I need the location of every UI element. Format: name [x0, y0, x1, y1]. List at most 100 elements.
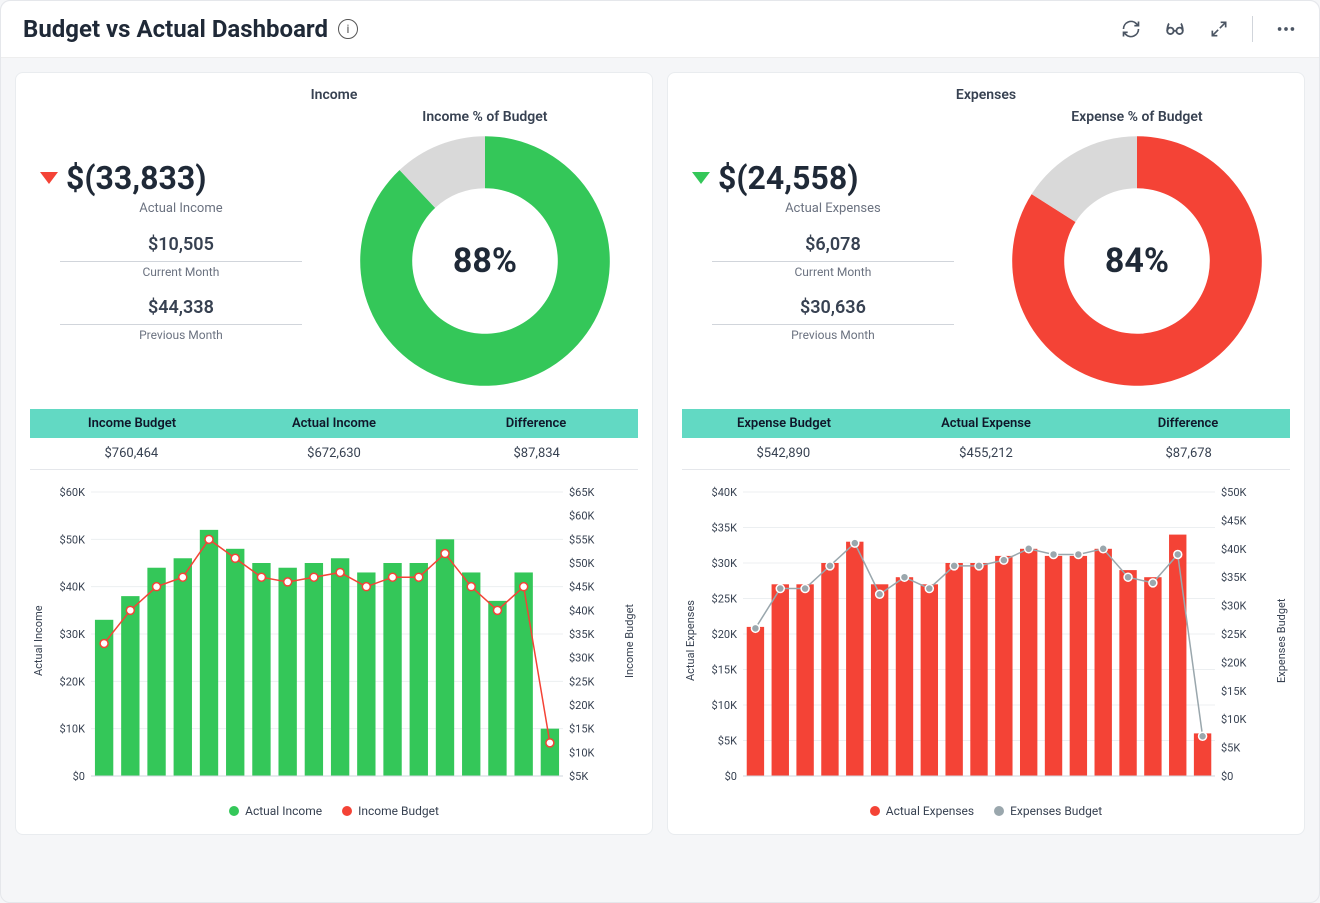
- caret-down-icon: [692, 172, 710, 184]
- svg-text:$15K: $15K: [1221, 685, 1247, 698]
- divider: [712, 324, 954, 325]
- expenses-delta-value: $(24,558): [718, 159, 858, 197]
- svg-text:$30K: $30K: [60, 628, 86, 641]
- caret-down-icon: [40, 172, 58, 184]
- expenses-donut-title: Expense % of Budget: [1071, 109, 1202, 125]
- svg-text:$25K: $25K: [569, 675, 595, 688]
- svg-text:$20K: $20K: [60, 675, 86, 688]
- svg-text:$35K: $35K: [1221, 571, 1247, 584]
- income-donut-chart: 88%: [355, 131, 615, 391]
- svg-text:$10K: $10K: [60, 723, 86, 736]
- income-legend: Actual Income Income Budget: [30, 804, 638, 818]
- table-header: Actual Income: [233, 410, 435, 437]
- table-header: Difference: [435, 410, 637, 437]
- legend-line-label: Expenses Budget: [1010, 804, 1102, 818]
- page-title: Budget vs Actual Dashboard: [23, 15, 328, 43]
- svg-text:$45K: $45K: [569, 581, 595, 594]
- income-panel: Income $(33,833) Actual Income $10,505 C…: [15, 72, 653, 835]
- divider: [712, 261, 954, 262]
- table-cell: $455,212: [885, 438, 1088, 469]
- refresh-icon[interactable]: [1120, 18, 1142, 40]
- svg-text:$5K: $5K: [569, 770, 588, 783]
- svg-text:$40K: $40K: [60, 581, 86, 594]
- more-icon[interactable]: [1275, 18, 1297, 40]
- income-prev-value: $44,338: [40, 297, 322, 318]
- income-left-axis-label: Actual Income: [30, 484, 47, 798]
- expand-icon[interactable]: [1208, 18, 1230, 40]
- svg-text:$60K: $60K: [569, 510, 595, 523]
- expenses-legend: Actual Expenses Expenses Budget: [682, 804, 1290, 818]
- expenses-delta-label: Actual Expenses: [692, 201, 974, 216]
- legend-bar-label: Actual Income: [245, 804, 322, 818]
- expenses-right-axis-label: Expenses Budget: [1273, 484, 1290, 798]
- table-header: Income Budget: [31, 410, 233, 437]
- svg-text:$30K: $30K: [569, 652, 595, 665]
- svg-text:$5K: $5K: [1221, 742, 1240, 755]
- income-donut-percent: 88%: [355, 131, 615, 391]
- expenses-chart: Actual Expenses $0 $5K $10K $15K $20K $25K $30…: [682, 484, 1290, 798]
- topbar-actions: [1120, 16, 1297, 42]
- table-header: Actual Expense: [885, 410, 1087, 437]
- svg-text:$30K: $30K: [1221, 600, 1247, 613]
- svg-text:$40K: $40K: [1221, 543, 1247, 556]
- svg-text:$65K: $65K: [569, 486, 595, 499]
- expenses-prev-value: $30,636: [692, 297, 974, 318]
- svg-text:$50K: $50K: [60, 533, 86, 546]
- svg-text:$25K: $25K: [712, 593, 738, 606]
- topbar: Budget vs Actual Dashboard i: [1, 1, 1319, 58]
- expenses-left-axis-label: Actual Expenses: [682, 484, 699, 798]
- income-current-value: $10,505: [40, 234, 322, 255]
- income-right-axis-label: Income Budget: [621, 484, 638, 798]
- income-delta-value: $(33,833): [66, 159, 206, 197]
- income-prev-label: Previous Month: [40, 328, 322, 342]
- svg-text:$10K: $10K: [1221, 713, 1247, 726]
- svg-text:$0: $0: [725, 770, 737, 783]
- svg-text:$15K: $15K: [569, 723, 595, 736]
- svg-text:$5K: $5K: [718, 735, 737, 748]
- table-cell: $87,834: [435, 438, 638, 469]
- income-summary-table: Income Budget Actual Income Difference $…: [30, 409, 638, 470]
- svg-text:$0: $0: [1221, 770, 1233, 783]
- svg-text:$10K: $10K: [569, 746, 595, 759]
- svg-text:$20K: $20K: [1221, 656, 1247, 669]
- svg-text:$30K: $30K: [712, 557, 738, 570]
- svg-text:$35K: $35K: [712, 522, 738, 535]
- income-panel-title: Income: [30, 87, 638, 103]
- income-donut-title: Income % of Budget: [422, 109, 547, 125]
- divider: [60, 261, 302, 262]
- expenses-prev-label: Previous Month: [692, 328, 974, 342]
- svg-text:$50K: $50K: [569, 557, 595, 570]
- expenses-donut-chart: 84%: [1007, 131, 1267, 391]
- dashboard-grid: Income $(33,833) Actual Income $10,505 C…: [1, 58, 1319, 849]
- expenses-panel-title: Expenses: [682, 87, 1290, 103]
- svg-text:$40K: $40K: [712, 486, 738, 499]
- svg-text:$25K: $25K: [1221, 628, 1247, 641]
- svg-text:$50K: $50K: [1221, 486, 1247, 499]
- glasses-icon[interactable]: [1164, 18, 1186, 40]
- divider: [1252, 16, 1253, 42]
- income-delta-label: Actual Income: [40, 201, 322, 216]
- svg-text:$0: $0: [73, 770, 85, 783]
- table-cell: $760,464: [30, 438, 233, 469]
- legend-bar-label: Actual Expenses: [886, 804, 974, 818]
- table-cell: $542,890: [682, 438, 885, 469]
- svg-text:$35K: $35K: [569, 628, 595, 641]
- table-cell: $672,630: [233, 438, 436, 469]
- income-chart: Actual Income $0 $10K $20K $30K $40K $50K $60K…: [30, 484, 638, 798]
- svg-text:$45K: $45K: [1221, 514, 1247, 527]
- expenses-summary-table: Expense Budget Actual Expense Difference…: [682, 409, 1290, 470]
- table-header: Expense Budget: [683, 410, 885, 437]
- legend-line-label: Income Budget: [358, 804, 439, 818]
- expenses-current-value: $6,078: [692, 234, 974, 255]
- svg-text:$10K: $10K: [712, 699, 738, 712]
- svg-text:$40K: $40K: [569, 604, 595, 617]
- info-icon[interactable]: i: [338, 19, 358, 39]
- svg-text:$15K: $15K: [712, 664, 738, 677]
- table-header: Difference: [1087, 410, 1289, 437]
- table-cell: $87,678: [1087, 438, 1290, 469]
- income-current-label: Current Month: [40, 265, 322, 279]
- divider: [60, 324, 302, 325]
- svg-text:$55K: $55K: [569, 533, 595, 546]
- expenses-donut-percent: 84%: [1007, 131, 1267, 391]
- expenses-panel: Expenses $(24,558) Actual Expenses $6,07…: [667, 72, 1305, 835]
